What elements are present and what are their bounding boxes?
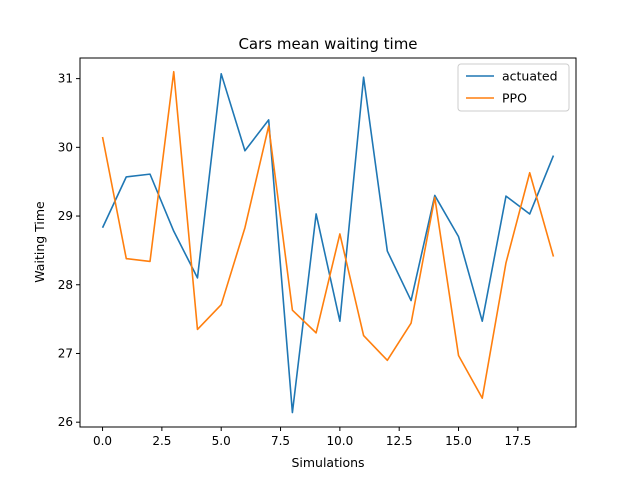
y-axis-label: Waiting Time <box>32 201 47 283</box>
y-tick-label: 26 <box>58 415 73 429</box>
legend-label-actuated: actuated <box>502 69 558 84</box>
chart-title: Cars mean waiting time <box>238 35 417 53</box>
x-tick-label: 12.5 <box>386 434 413 448</box>
y-tick-label: 27 <box>58 346 73 360</box>
plot-frame <box>79 57 577 428</box>
y-tick-label: 28 <box>58 278 73 292</box>
y-axis: 26 27 28 29 30 31 <box>58 72 80 429</box>
legend-label-ppo: PPO <box>502 91 527 106</box>
x-tick-label: 2.5 <box>152 434 171 448</box>
y-tick-label: 29 <box>58 209 73 223</box>
x-tick-label: 17.5 <box>504 434 531 448</box>
x-tick-label: 7.5 <box>271 434 290 448</box>
x-axis-label: Simulations <box>291 455 364 470</box>
x-tick-label: 10.0 <box>327 434 354 448</box>
legend: actuated PPO <box>457 63 570 112</box>
x-tick-label: 5.0 <box>212 434 231 448</box>
plot-area <box>101 70 555 414</box>
x-tick-label: 0.0 <box>93 434 112 448</box>
y-tick-label: 31 <box>58 72 73 86</box>
x-tick-label: 15.0 <box>445 434 472 448</box>
series-line-ppo <box>101 70 555 399</box>
series-line-actuated <box>101 73 555 414</box>
y-tick-label: 30 <box>58 140 73 154</box>
x-axis: 0.0 2.5 5.0 7.5 10.0 12.5 15.0 17.5 <box>93 427 531 448</box>
